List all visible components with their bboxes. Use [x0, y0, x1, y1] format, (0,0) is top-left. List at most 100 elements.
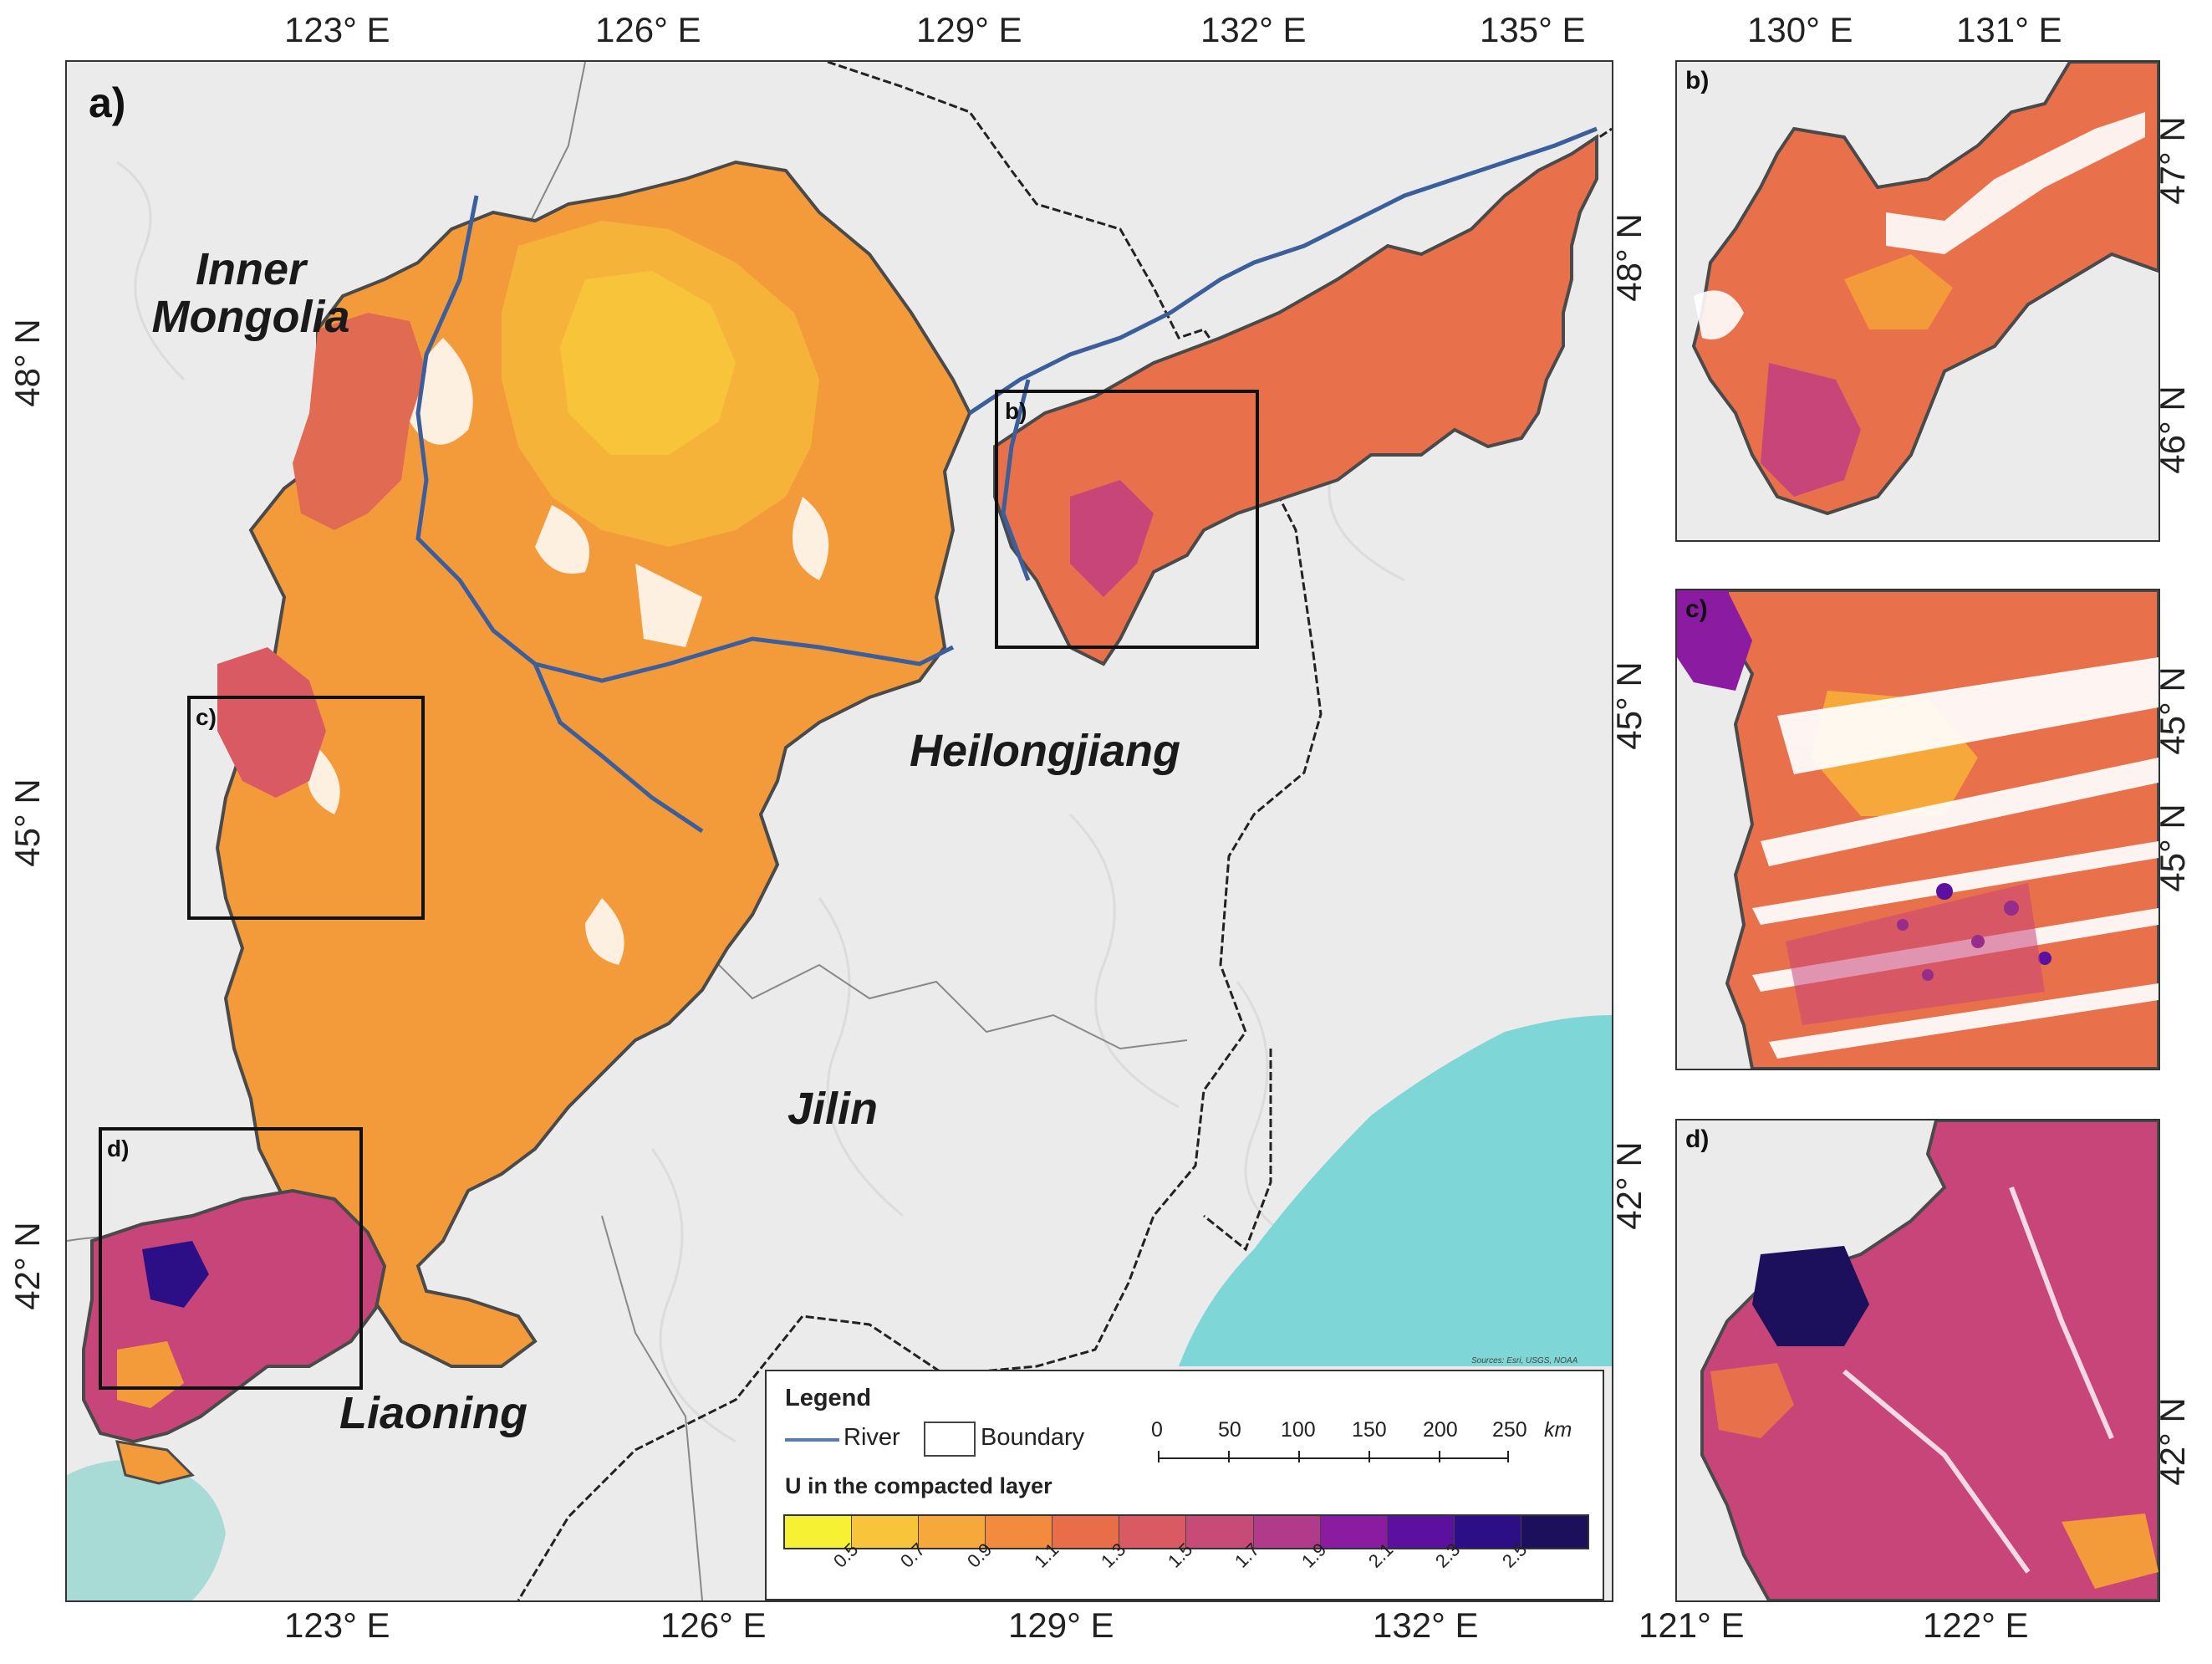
ramp-swatch [1320, 1516, 1388, 1548]
inset-b-label: b) [1005, 398, 1027, 424]
scale-label-250: 250 [1492, 1418, 1527, 1442]
panel-a-label: a) [89, 79, 126, 126]
a-left-tick-48: 48° N [7, 319, 47, 407]
a-right-tick-42: 42° N [1608, 1141, 1649, 1230]
a-top-tick-123: 123° E [284, 10, 390, 49]
panel-c-label: c) [1685, 595, 1708, 623]
scale-label-200: 200 [1423, 1418, 1458, 1442]
a-bottom-tick-129: 129° E [1008, 1605, 1114, 1645]
scale-bar-tick [1439, 1451, 1440, 1462]
a-bottom-tick-132: 132° E [1373, 1605, 1479, 1645]
d-bottom-tick-122: 122° E [1923, 1605, 2029, 1645]
compacted-field-west-strip [293, 313, 426, 530]
bohai-sea [67, 1460, 226, 1600]
scale-bar-tick [1507, 1451, 1509, 1462]
ramp-swatch [1521, 1516, 1588, 1548]
a-top-tick-132: 132° E [1200, 10, 1307, 49]
map-legend: Legend River Boundary 0 50 100 150 200 2… [765, 1370, 1604, 1600]
panel-b-label: b) [1685, 67, 1710, 94]
region-label-heilongjiang: Heilongjiang [910, 726, 1180, 776]
d-bottom-tick-121: 121° E [1639, 1605, 1745, 1645]
sea-of-japan [1179, 1015, 1612, 1366]
inset-box-b[interactable] [995, 390, 1259, 649]
inset-b-field-orange [1844, 254, 1953, 329]
inset-panel-b: b) [1675, 60, 2160, 542]
compacted-field-liaoning-orange [117, 1341, 184, 1408]
inset-b-field-magenta [1761, 363, 1861, 497]
main-map-canvas [67, 62, 1612, 1600]
a-left-tick-45: 45° N [7, 778, 47, 867]
inset-d-field-dark [1752, 1246, 1869, 1346]
ramp-swatch [1052, 1516, 1120, 1548]
region-label-jilin: Jilin [787, 1084, 879, 1134]
region-label-liaoning: Liaoning [339, 1388, 528, 1438]
legend-title: Legend [785, 1385, 872, 1411]
inset-panel-c: c) [1675, 589, 2160, 1070]
color-ramp [783, 1514, 1589, 1549]
c-right-tick-45-upper: 45° N [2152, 666, 2192, 755]
a-right-tick-45: 45° N [1608, 661, 1649, 750]
inset-d-field [1700, 1120, 2158, 1600]
ramp-swatch [1387, 1516, 1455, 1548]
inset-c-canvas [1677, 590, 2158, 1069]
panel-d-label: d) [1685, 1125, 1710, 1153]
scale-label-50: 50 [1218, 1418, 1241, 1442]
a-left-tick-42: 42° N [7, 1222, 47, 1310]
compacted-field-sanjiang-magenta [1070, 480, 1154, 597]
inset-d-field-orange [1710, 1363, 1794, 1438]
inset-panel-d: d) [1675, 1119, 2160, 1602]
scale-bar-tick [1368, 1451, 1370, 1462]
a-top-tick-126: 126° E [595, 10, 701, 49]
compacted-field-liaoning-south [115, 1440, 195, 1485]
legend-river-symbol [785, 1438, 839, 1442]
ramp-swatch [1454, 1516, 1521, 1548]
ramp-swatch [785, 1516, 853, 1548]
main-map-panel: a) b) c) d) Inner Mongolia Heilongjiang … [65, 60, 1613, 1602]
rivers [415, 126, 1598, 834]
inset-b-river-corridor [1886, 112, 2145, 254]
a-bottom-tick-123: 123° E [284, 1605, 390, 1645]
inset-d-field-orange-se [2062, 1513, 2158, 1589]
compacted-field-lightest-core [560, 271, 736, 455]
b-right-tick-47: 47° N [2152, 116, 2192, 205]
inset-b-canvas [1677, 62, 2158, 540]
legend-u-title: U in the compacted layer [785, 1473, 1052, 1498]
ramp-swatch [919, 1516, 986, 1548]
inset-c-field-magenta [1786, 883, 2045, 1025]
legend-boundary-label: Boundary [981, 1424, 1085, 1451]
scale-bar-tick [1298, 1451, 1300, 1462]
ramp-swatch [1253, 1516, 1321, 1548]
scale-unit-label: km [1544, 1418, 1572, 1442]
scale-label-150: 150 [1352, 1418, 1387, 1442]
c-right-tick-45-lower: 45° N [2152, 804, 2192, 892]
b-top-tick-131: 131° E [1956, 10, 2062, 49]
ramp-swatch [986, 1516, 1053, 1548]
legend-boundary-symbol [924, 1422, 976, 1457]
d-right-tick-42: 42° N [2152, 1397, 2192, 1486]
inset-d-roads [1842, 1186, 2114, 1574]
a-top-tick-135: 135° E [1480, 10, 1586, 49]
ramp-swatch [1186, 1516, 1254, 1548]
inset-c-label: c) [196, 704, 217, 730]
scale-label-100: 100 [1281, 1418, 1316, 1442]
region-label-inner-mongolia: Inner Mongolia [151, 244, 350, 342]
scale-bar-tick [1228, 1451, 1230, 1462]
compacted-field-west-patch [217, 647, 326, 798]
a-bottom-tick-126: 126° E [660, 1605, 767, 1645]
legend-river-label: River [844, 1424, 900, 1451]
inset-c-field-purple [1677, 590, 1752, 691]
map-credit: Sources: Esri, USGS, NOAA [1471, 1356, 1578, 1365]
scale-bar-tick [1158, 1451, 1160, 1462]
a-top-tick-129: 129° E [916, 10, 1022, 49]
inset-box-d[interactable] [99, 1127, 363, 1390]
a-right-tick-48: 48° N [1608, 213, 1649, 302]
scale-label-0: 0 [1151, 1418, 1163, 1442]
b-right-tick-46: 46° N [2152, 385, 2192, 474]
inset-box-c[interactable] [187, 696, 425, 920]
inset-d-label: d) [107, 1136, 130, 1161]
compacted-field-liaoning-dark [142, 1241, 209, 1308]
ramp-swatch [852, 1516, 920, 1548]
b-top-tick-130: 130° E [1747, 10, 1853, 49]
inset-d-canvas [1677, 1120, 2158, 1600]
scale-bar [1158, 1457, 1509, 1459]
